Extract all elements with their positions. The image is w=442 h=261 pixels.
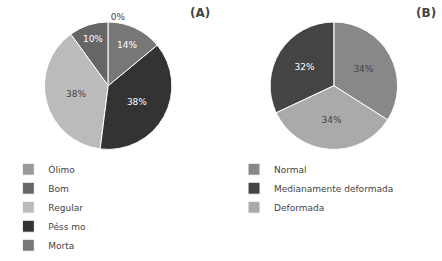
svg-text:(B): (B)	[416, 6, 436, 20]
svg-text:14%: 14%	[117, 40, 137, 50]
svg-text:38%: 38%	[127, 97, 147, 107]
svg-text:(A): (A)	[190, 6, 210, 20]
svg-text:34%: 34%	[353, 64, 373, 74]
svg-text:10%: 10%	[83, 34, 103, 44]
svg-text:Bom: Bom	[48, 184, 68, 194]
svg-text:Ólimo: Ólimo	[48, 164, 75, 175]
svg-text:Morta: Morta	[48, 241, 74, 251]
svg-text:Deformada: Deformada	[274, 203, 324, 213]
svg-text:0%: 0%	[111, 12, 126, 22]
svg-text:38%: 38%	[66, 89, 86, 99]
svg-text:Péss mo: Péss mo	[48, 222, 86, 232]
svg-text:34%: 34%	[321, 115, 341, 125]
svg-text:Normal: Normal	[274, 165, 307, 175]
svg-text:Medianamente deformada: Medianamente deformada	[274, 184, 393, 194]
svg-text:Regular: Regular	[48, 203, 83, 213]
svg-text:32%: 32%	[294, 62, 314, 72]
